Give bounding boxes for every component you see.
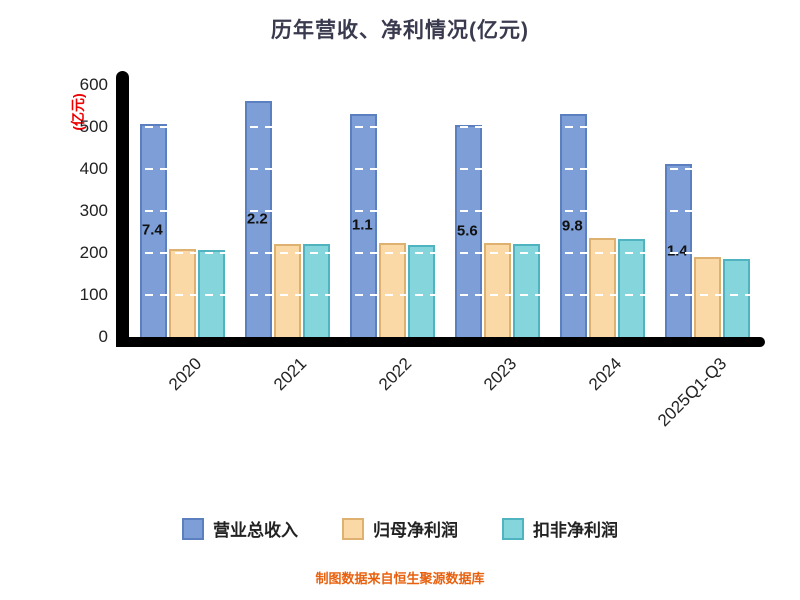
y-tick-100: 100 (79, 285, 108, 304)
x-axis-line (116, 337, 765, 347)
gridline-300 (130, 210, 760, 212)
bar-group-2020: 7.4 (130, 85, 235, 337)
legend-item-营业总收入: 营业总收入 (182, 516, 298, 541)
bar-group-2023: 5.6 (445, 85, 550, 337)
x-tick-2025Q1-Q3: 2025Q1-Q3 (653, 354, 730, 431)
gridline-100 (130, 294, 760, 296)
bar-group-2024: 9.8 (550, 85, 655, 337)
bar-扣非净利润-2022 (408, 244, 435, 337)
x-tick-2023: 2023 (479, 354, 520, 395)
bar-归母净利润-2025Q1-Q3 (694, 257, 721, 337)
bar-value-label-2025Q1-Q3: 1.4 (666, 242, 688, 260)
legend-label: 营业总收入 (213, 521, 298, 540)
legend-label: 归母净利润 (373, 521, 458, 540)
bar-营业总收入-2023 (455, 124, 482, 337)
bar-归母净利润-2024 (589, 238, 616, 337)
y-axis-line (116, 71, 129, 347)
legend-swatch (182, 517, 204, 540)
bar-扣非净利润-2020 (198, 249, 225, 337)
legend: 营业总收入 归母净利润 扣非净利润 (0, 516, 800, 541)
gridline-600 (130, 84, 760, 86)
bar-营业总收入-2020 (140, 123, 167, 337)
bar-value-label-2020: 7.4 (141, 221, 163, 239)
y-tick-400: 400 (79, 159, 108, 178)
bar-营业总收入-2024 (560, 114, 587, 337)
y-tick-500: 500 (79, 117, 108, 136)
x-tick-2024: 2024 (584, 354, 625, 395)
legend-item-归母净利润: 归母净利润 (342, 516, 458, 541)
gridline-200 (130, 251, 760, 254)
bar-group-2025Q1-Q3: 1.4 (655, 85, 760, 337)
legend-swatch (502, 517, 524, 540)
bar-营业总收入-2022 (350, 113, 377, 337)
x-tick-2021: 2021 (269, 354, 310, 395)
chart-title: 历年营收、净利情况(亿元) (271, 19, 529, 42)
y-tick-600: 600 (79, 75, 108, 94)
bar-group-2022: 1.1 (340, 85, 445, 337)
bar-归母净利润-2022 (379, 243, 406, 337)
bar-归母净利润-2021 (274, 243, 301, 337)
source-note: 制图数据来自恒生聚源数据库 (315, 571, 485, 586)
y-tick-300: 300 (79, 201, 108, 220)
gridline-400 (130, 167, 760, 170)
y-tick-0: 0 (98, 327, 108, 346)
bar-扣非净利润-2025Q1-Q3 (723, 258, 750, 337)
bar-营业总收入-2025Q1-Q3 (665, 164, 692, 337)
bar-value-label-2022: 1.1 (351, 216, 373, 234)
legend-swatch (342, 517, 364, 540)
bar-归母净利润-2023 (484, 242, 511, 337)
bar-扣非净利润-2023 (513, 243, 540, 337)
bar-归母净利润-2020 (169, 249, 196, 337)
bar-扣非净利润-2024 (618, 239, 645, 337)
legend-label: 扣非净利润 (533, 521, 618, 540)
bar-营业总收入-2021 (245, 100, 272, 337)
gridline-500 (130, 125, 760, 128)
bar-value-label-2024: 9.8 (561, 217, 583, 235)
bar-value-label-2021: 2.2 (246, 210, 268, 228)
x-tick-2022: 2022 (374, 354, 415, 395)
y-tick-200: 200 (79, 243, 108, 262)
bar-group-2021: 2.2 (235, 85, 340, 337)
bar-value-label-2023: 5.6 (456, 222, 478, 240)
bar-扣非净利润-2021 (303, 244, 330, 337)
legend-item-扣非净利润: 扣非净利润 (502, 516, 618, 541)
x-tick-2020: 2020 (164, 354, 205, 395)
plot-area: 7.4 2.2 1.1 5.6 9.8 1.4 (130, 84, 760, 337)
